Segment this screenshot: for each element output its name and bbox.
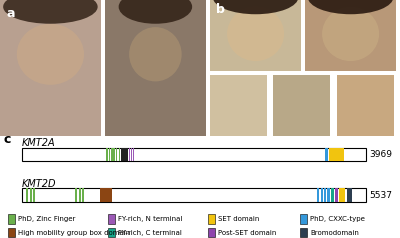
Bar xyxy=(30,188,32,202)
Bar xyxy=(8,214,15,224)
Bar xyxy=(106,148,108,161)
Bar xyxy=(22,148,366,161)
Text: c: c xyxy=(4,133,11,146)
Bar xyxy=(131,148,132,161)
Text: 3969: 3969 xyxy=(369,150,392,159)
Bar xyxy=(300,214,307,224)
Text: PhD, Zinc Finger: PhD, Zinc Finger xyxy=(18,216,76,222)
Text: SET domain: SET domain xyxy=(218,216,260,222)
Bar xyxy=(324,188,326,202)
Bar xyxy=(317,188,319,202)
Bar xyxy=(208,228,215,238)
Bar xyxy=(133,148,134,161)
Ellipse shape xyxy=(17,24,84,85)
Text: 5537: 5537 xyxy=(369,191,392,200)
Bar xyxy=(26,188,28,202)
Bar xyxy=(119,148,120,161)
Bar xyxy=(273,75,330,136)
Bar xyxy=(112,148,115,161)
Bar xyxy=(8,228,15,238)
Bar xyxy=(328,188,330,202)
Ellipse shape xyxy=(129,27,182,81)
Text: FY-rich, C terminal: FY-rich, C terminal xyxy=(118,230,182,236)
Text: KMT2A: KMT2A xyxy=(22,138,56,149)
Bar xyxy=(0,0,101,136)
Bar xyxy=(116,148,117,161)
Bar xyxy=(331,188,334,202)
Text: High mobility group box domain: High mobility group box domain xyxy=(18,230,131,236)
Bar xyxy=(210,75,267,136)
Ellipse shape xyxy=(322,7,379,61)
Bar xyxy=(22,188,366,202)
Text: Features:
· Hypotonia
· Eversion of
  lower lateral lid
· Long palpebral
  fissu: Features: · Hypotonia · Eversion of lowe… xyxy=(214,0,260,63)
Bar xyxy=(300,228,307,238)
Ellipse shape xyxy=(308,0,393,14)
Bar xyxy=(329,148,344,161)
Bar xyxy=(210,0,301,70)
Bar xyxy=(105,0,206,136)
Bar xyxy=(122,148,128,161)
Bar xyxy=(129,148,130,161)
Bar xyxy=(320,188,323,202)
Bar xyxy=(347,188,352,202)
Text: Bromodomain: Bromodomain xyxy=(310,230,359,236)
Bar xyxy=(100,188,112,202)
Bar xyxy=(79,188,81,202)
Text: KMT2D: KMT2D xyxy=(22,179,56,189)
Bar xyxy=(337,75,394,136)
Ellipse shape xyxy=(3,0,98,24)
Bar xyxy=(335,188,338,202)
Text: FY-rich, N terminal: FY-rich, N terminal xyxy=(118,216,183,222)
Text: b: b xyxy=(216,3,224,16)
Bar xyxy=(108,228,115,238)
Bar xyxy=(326,148,328,161)
Ellipse shape xyxy=(119,0,192,24)
Bar xyxy=(208,214,215,224)
Bar xyxy=(109,148,110,161)
Bar xyxy=(82,188,84,202)
Bar xyxy=(75,188,77,202)
Ellipse shape xyxy=(213,0,298,14)
Text: a: a xyxy=(6,7,15,20)
Bar xyxy=(305,0,396,70)
Bar xyxy=(33,188,35,202)
Text: PhD, CXXC-type: PhD, CXXC-type xyxy=(310,216,365,222)
Ellipse shape xyxy=(227,7,284,61)
Bar xyxy=(108,214,115,224)
Text: Post-SET domain: Post-SET domain xyxy=(218,230,277,236)
Bar xyxy=(339,188,345,202)
